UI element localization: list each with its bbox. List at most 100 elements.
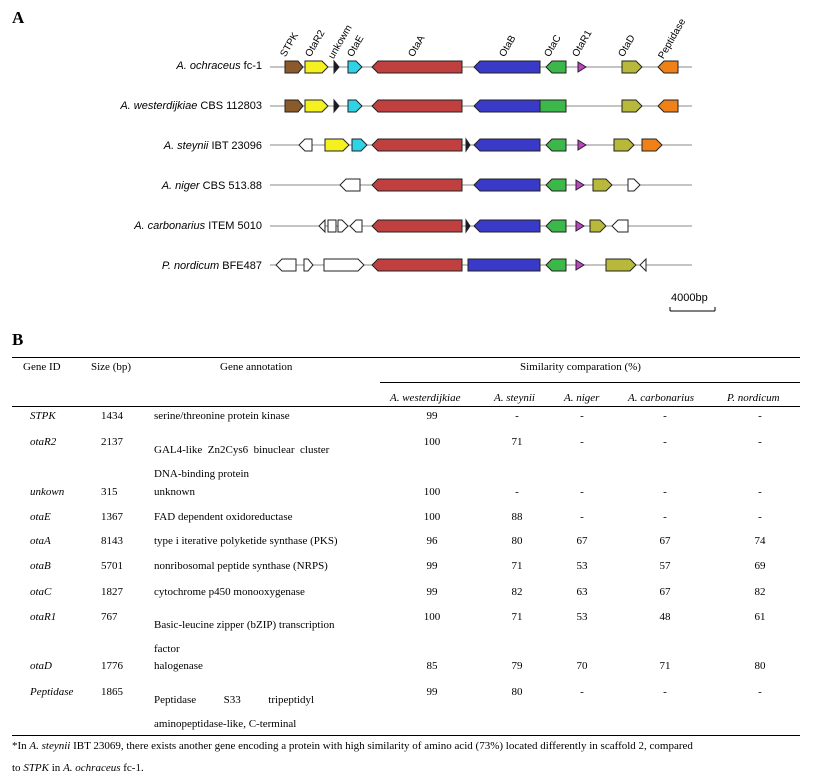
gene-arrow-otad bbox=[621, 60, 643, 74]
gene-size-cell: 1865 bbox=[101, 686, 123, 698]
similarity-cell: 69 bbox=[754, 560, 766, 572]
gene-arrow-otaa bbox=[371, 258, 463, 272]
annotation-cell: serine/threonine protein kinase bbox=[154, 410, 290, 422]
gene-id-cell: otaA bbox=[30, 535, 51, 547]
similarity-cell: - bbox=[758, 511, 762, 523]
footnote-line-2: to STPK in A. ochraceus fc-1. bbox=[12, 762, 144, 774]
table-header-rule bbox=[12, 406, 800, 407]
gene-arrow-otac bbox=[545, 178, 567, 192]
gene-arrow-other bbox=[337, 219, 349, 233]
gene-arrow-otab bbox=[467, 258, 541, 272]
header-gene-id: Gene ID bbox=[23, 361, 61, 373]
similarity-cell: 100 bbox=[423, 486, 441, 498]
similarity-cell: - bbox=[663, 486, 667, 498]
similarity-cell: 100 bbox=[423, 611, 441, 623]
similarity-cell: - bbox=[580, 686, 584, 698]
annotation-cell: halogenase bbox=[154, 660, 203, 672]
similarity-cell: - bbox=[758, 486, 762, 498]
similarity-cell: 67 bbox=[659, 586, 671, 598]
similarity-cell: 53 bbox=[576, 560, 588, 572]
gene-arrow-other bbox=[323, 258, 365, 272]
gene-id-cell: otaC bbox=[30, 586, 52, 598]
annotation-cell: FAD dependent oxidoreductase bbox=[154, 511, 293, 523]
scale-bar-label: 4000bp bbox=[671, 292, 708, 304]
gene-arrow-other bbox=[611, 219, 629, 233]
similarity-cell: - bbox=[580, 410, 584, 422]
gene-id-cell: otaR1 bbox=[30, 611, 57, 623]
similarity-cell: 79 bbox=[511, 660, 523, 672]
similarity-cell: - bbox=[663, 436, 667, 448]
gene-id-cell: otaB bbox=[30, 560, 51, 572]
gene-arrow-unknown bbox=[333, 98, 340, 114]
gene-row-4 bbox=[318, 218, 629, 234]
header-species-3: A. carbonarius bbox=[628, 392, 694, 404]
similarity-cell: 74 bbox=[754, 535, 766, 547]
gene-cluster-panel: A STPK OtaR2 unkowm OtaE OtaA OtaB OtaC … bbox=[0, 0, 814, 330]
similarity-cell: - bbox=[580, 436, 584, 448]
similarity-cell: 67 bbox=[576, 535, 588, 547]
gene-arrow-otaa bbox=[371, 219, 463, 233]
footnote-line-1: *In A. steynii IBT 23069, there exists a… bbox=[12, 740, 693, 752]
gene-arrow-other bbox=[639, 257, 647, 273]
gene-arrow-otaa bbox=[371, 138, 463, 152]
header-species-0: A. westerdijkiae bbox=[390, 392, 461, 404]
similarity-cell: 71 bbox=[511, 611, 523, 623]
table-top-rule bbox=[12, 357, 800, 358]
gene-arrow-other bbox=[275, 258, 297, 272]
gene-size-cell: 1776 bbox=[101, 660, 123, 672]
gene-arrow-otad bbox=[589, 219, 607, 233]
gene-arrow-otad bbox=[605, 258, 637, 272]
gene-arrow-otar1 bbox=[575, 259, 585, 271]
gene-arrow-otar2 bbox=[304, 99, 329, 113]
similarity-cell: 85 bbox=[426, 660, 438, 672]
strain-label-3: A. niger CBS 513.88 bbox=[161, 180, 262, 192]
gene-size-cell: 8143 bbox=[101, 535, 123, 547]
annotation-cell: factor bbox=[154, 643, 180, 655]
annotation-cell: GAL4-like Zn2Cys6 binuclear cluster bbox=[154, 444, 330, 456]
gene-arrow-other bbox=[327, 219, 337, 233]
similarity-cell: 80 bbox=[511, 535, 523, 547]
similarity-cell: 67 bbox=[659, 535, 671, 547]
header-species-2: A. niger bbox=[564, 392, 600, 404]
gene-size-cell: 1827 bbox=[101, 586, 123, 598]
annotation-cell: type i iterative polyketide synthase (PK… bbox=[154, 535, 338, 547]
similarity-cell: - bbox=[515, 486, 519, 498]
gene-arrow-other bbox=[318, 218, 326, 234]
gene-arrow-otaa bbox=[371, 99, 463, 113]
gene-id-cell: otaR2 bbox=[30, 436, 57, 448]
gene-arrow-otae bbox=[351, 138, 368, 152]
gene-arrow-otar1 bbox=[577, 139, 587, 151]
gene-size-cell: 1434 bbox=[101, 410, 123, 422]
table-bottom-rule bbox=[12, 735, 800, 736]
strain-label-2: A. steynii IBT 23096 bbox=[163, 140, 262, 152]
strain-label-0: A. ochraceus fc-1 bbox=[176, 60, 262, 72]
similarity-cell: 88 bbox=[511, 511, 523, 523]
header-species-1: A. steynii bbox=[494, 392, 535, 404]
gene-cluster-svg bbox=[270, 59, 716, 312]
gene-arrow-otar2 bbox=[324, 138, 350, 152]
gene-arrow-peptidase bbox=[657, 60, 679, 74]
gene-row-1 bbox=[284, 98, 679, 114]
gene-arrow-unknown bbox=[465, 218, 471, 234]
gene-arrow-unknown bbox=[465, 137, 471, 153]
gene-size-cell: 767 bbox=[101, 611, 118, 623]
strain-label-5: P. nordicum BFE487 bbox=[161, 260, 262, 272]
similarity-cell: 48 bbox=[659, 611, 671, 623]
gene-row-0 bbox=[284, 59, 679, 75]
header-species-4: P. nordicum bbox=[727, 392, 780, 404]
gene-id-cell: unkown bbox=[30, 486, 65, 498]
similarity-cell: 80 bbox=[511, 686, 523, 698]
gene-arrow-otaa bbox=[371, 178, 463, 192]
strain-label-1: A. westerdijkiae CBS 112803 bbox=[120, 100, 262, 112]
similarity-cell: - bbox=[758, 436, 762, 448]
gene-arrow-otad bbox=[592, 178, 613, 192]
gene-arrow-otad bbox=[613, 138, 635, 152]
similarity-cell: 71 bbox=[659, 660, 671, 672]
similarity-cell: 99 bbox=[426, 560, 438, 572]
gene-arrow-otar1 bbox=[577, 61, 587, 73]
annotation-cell: aminopeptidase-like, C-terminal bbox=[154, 718, 297, 730]
annotation-cell: cytochrome p450 monooxygenase bbox=[154, 586, 305, 598]
panel-letter-a: A bbox=[12, 8, 25, 27]
similarity-cell: 99 bbox=[426, 410, 438, 422]
gene-arrow-otac bbox=[539, 99, 567, 113]
